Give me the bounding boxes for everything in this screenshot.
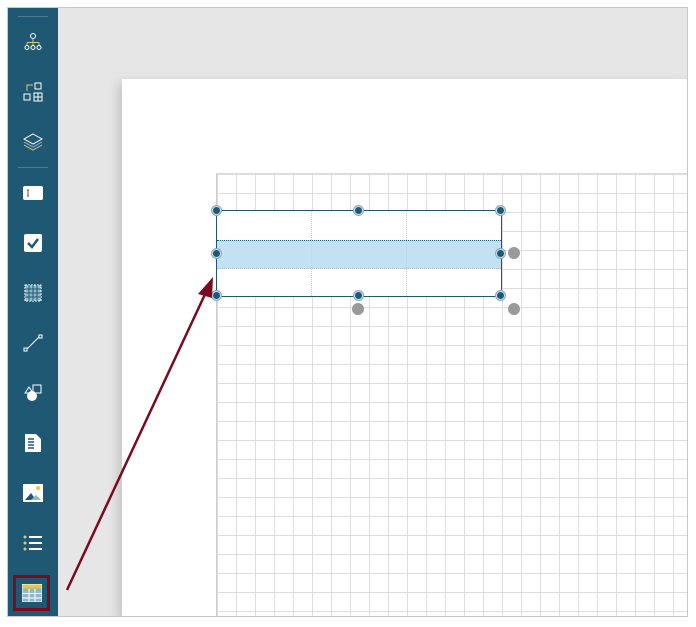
toolbar-sidebar [8,8,58,616]
app-window [7,7,688,617]
document-icon[interactable] [13,425,53,461]
resize-handle[interactable] [212,291,221,300]
resize-handle[interactable] [212,249,221,258]
grid-icon[interactable] [13,275,53,311]
list-icon[interactable] [13,525,53,561]
column-resize-handle[interactable] [352,303,364,315]
column-divider [311,211,312,296]
resize-handle[interactable] [496,291,505,300]
row-resize-handle[interactable] [508,247,520,259]
add-element-icon[interactable] [13,74,53,110]
divider [18,167,48,168]
table-element[interactable] [216,210,502,297]
resize-handle[interactable] [496,249,505,258]
shapes-icon[interactable] [13,375,53,411]
hierarchy-icon[interactable] [13,24,53,60]
column-divider [406,211,407,296]
table-icon[interactable] [13,575,50,611]
divider [18,16,48,17]
table-row-selected[interactable] [217,240,501,269]
resize-handle[interactable] [496,206,505,215]
resize-handle[interactable] [354,291,363,300]
layers-icon[interactable] [13,124,53,160]
image-icon[interactable] [13,475,53,511]
checkbox-icon[interactable] [13,225,53,261]
text-field-icon[interactable] [13,175,53,211]
resize-handle[interactable] [354,206,363,215]
line-icon[interactable] [13,325,53,361]
corner-resize-handle[interactable] [508,303,520,315]
resize-handle[interactable] [212,206,221,215]
